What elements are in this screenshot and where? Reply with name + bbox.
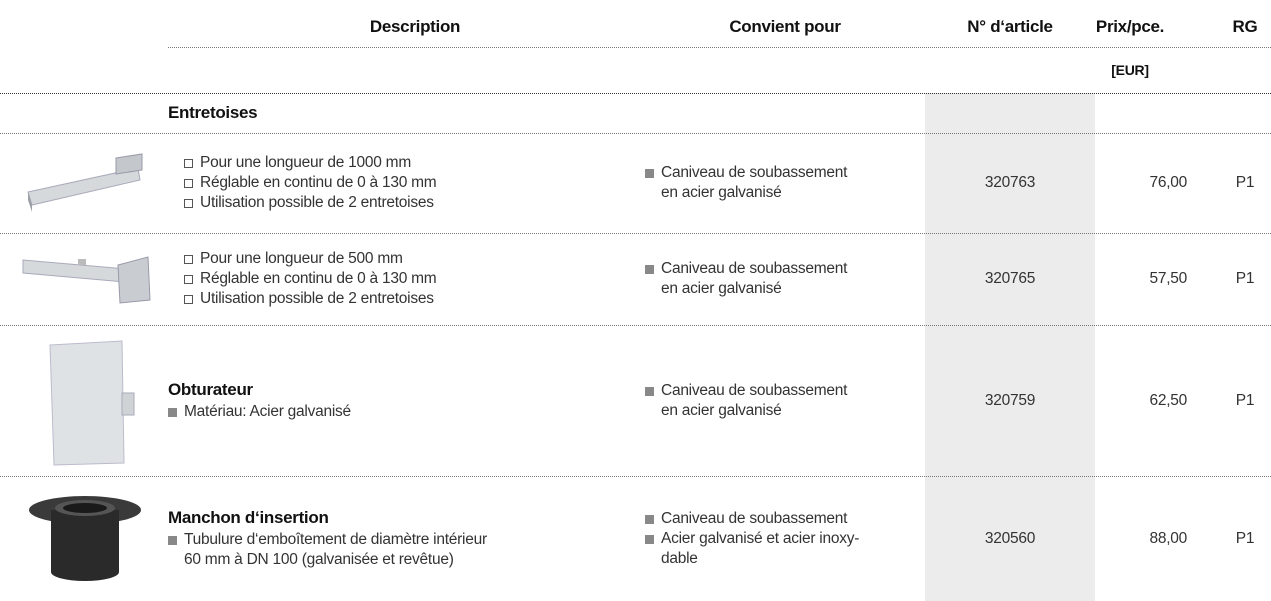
bullet-text: Utilisation possible de 2 entretoises xyxy=(200,290,434,307)
bullet-icon xyxy=(168,407,177,417)
bullet-icon xyxy=(645,514,654,524)
fits-cell: Caniveau de soubassement Acier galvanisé … xyxy=(645,476,915,601)
bullet-item: Caniveau de soubassement xyxy=(645,509,915,529)
bullet-item: Réglable en continu de 0 à 130 mm xyxy=(184,269,644,289)
header-rule xyxy=(168,47,1271,48)
bullet-text: Acier galvanisé et acier inoxy- dable xyxy=(661,529,860,567)
bullet-item: Caniveau de soubassement en acier galvan… xyxy=(645,163,915,203)
section-title: Entretoises xyxy=(168,103,258,122)
bullet-text: Pour une longueur de 500 mm xyxy=(200,250,403,267)
bullet-text: Réglable en continu de 0 à 130 mm xyxy=(200,174,437,191)
fits-cell: Caniveau de soubassement en acier galvan… xyxy=(645,133,915,233)
bullet-text: Matériau: Acier galvanisé xyxy=(184,402,351,420)
bullet-text: Réglable en continu de 0 à 130 mm xyxy=(200,270,437,287)
bullet-text: Caniveau de soubassement en acier galvan… xyxy=(661,164,848,201)
bullet-text: Tubulure d‘emboîtement de diamètre intér… xyxy=(184,530,487,568)
product-image xyxy=(27,153,143,212)
bullet-icon xyxy=(645,386,654,396)
bullet-icon xyxy=(645,265,654,274)
bullet-icon xyxy=(184,199,193,208)
bullet-item: Caniveau de soubassement en acier galvan… xyxy=(645,259,915,299)
product-image xyxy=(22,256,151,304)
article-column-shade xyxy=(925,93,1095,601)
bullet-text: Caniveau de soubassement xyxy=(661,509,848,527)
bullet-text: Pour une longueur de 1000 mm xyxy=(200,154,412,171)
price: 57,50 xyxy=(1149,270,1187,287)
price: 88,00 xyxy=(1149,529,1187,547)
bullet-item: Caniveau de soubassement en acier galvan… xyxy=(645,381,915,421)
bullet-icon xyxy=(184,275,193,284)
column-header: Convient pour xyxy=(729,17,841,36)
bullet-icon xyxy=(184,179,193,188)
bullet-text: Caniveau de soubassement en acier galvan… xyxy=(661,381,848,419)
product-title: Manchon d‘insertion xyxy=(168,507,329,527)
row-rule xyxy=(0,325,1271,326)
header-rule xyxy=(0,93,1271,94)
description-cell: Pour une longueur de 1000 mm Réglable en … xyxy=(184,133,644,233)
rg-code: P1 xyxy=(1235,174,1255,191)
bullet-icon xyxy=(645,169,654,178)
article-number: 320560 xyxy=(984,529,1036,547)
bullet-icon xyxy=(184,159,193,168)
description-cell: Manchon d‘insertion Tubulure d‘emboîtemen… xyxy=(168,476,628,601)
column-header: RG xyxy=(1232,17,1258,36)
price: 62,50 xyxy=(1149,391,1187,409)
bullet-text: Caniveau de soubassement en acier galvan… xyxy=(661,260,848,297)
rg-code: P1 xyxy=(1235,391,1255,409)
bullet-item: Tubulure d‘emboîtement de diamètre intér… xyxy=(168,530,628,570)
row-rule xyxy=(0,133,1271,134)
bullet-item: Utilisation possible de 2 entretoises xyxy=(184,289,644,309)
column-header: Prix/pce. xyxy=(1095,17,1165,36)
fits-cell: Caniveau de soubassement en acier galvan… xyxy=(645,233,915,325)
bullet-icon xyxy=(645,534,654,544)
row-rule xyxy=(0,233,1271,234)
rg-code: P1 xyxy=(1235,270,1255,287)
bullet-item: Pour une longueur de 500 mm xyxy=(184,249,644,269)
article-number: 320763 xyxy=(984,174,1036,191)
bullet-icon xyxy=(168,535,177,545)
bullet-item: Acier galvanisé et acier inoxy- dable xyxy=(645,529,915,569)
description-cell: Pour une longueur de 500 mm Réglable en c… xyxy=(184,233,644,325)
article-number: 320765 xyxy=(984,270,1036,287)
fits-cell: Caniveau de soubassement en acier galvan… xyxy=(645,325,915,476)
column-header: N° d‘article xyxy=(967,17,1053,36)
unit-label: [EUR] xyxy=(1111,62,1149,78)
bullet-item: Utilisation possible de 2 entretoises xyxy=(184,193,644,213)
product-image xyxy=(29,496,141,581)
bullet-item: Matériau: Acier galvanisé xyxy=(168,402,628,422)
bullet-icon xyxy=(184,255,193,264)
rg-code: P1 xyxy=(1235,529,1255,547)
bullet-item: Pour une longueur de 1000 mm xyxy=(184,153,644,173)
bullet-icon xyxy=(184,295,193,304)
row-rule xyxy=(0,476,1271,477)
article-number: 320759 xyxy=(984,391,1036,409)
description-cell: Obturateur Matériau: Acier galvanisé xyxy=(168,325,628,476)
bullet-item: Réglable en continu de 0 à 130 mm xyxy=(184,173,644,193)
product-image xyxy=(49,340,135,466)
price: 76,00 xyxy=(1149,174,1187,191)
column-header: Description xyxy=(369,17,461,36)
bullet-text: Utilisation possible de 2 entretoises xyxy=(200,194,434,211)
product-title: Obturateur xyxy=(168,379,253,399)
